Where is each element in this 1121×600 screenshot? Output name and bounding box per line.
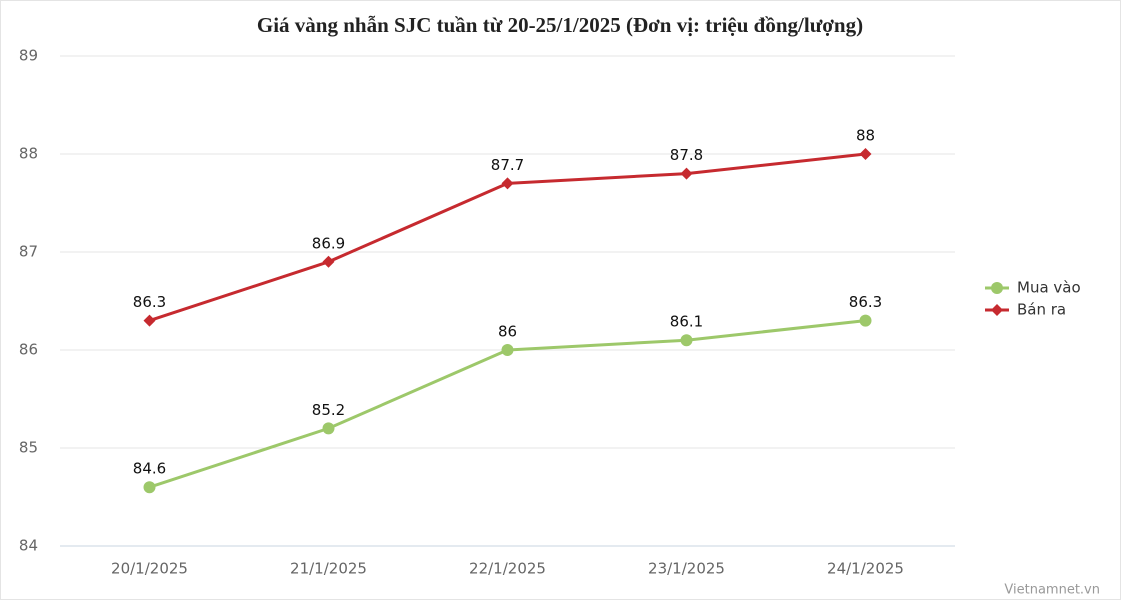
point [501, 344, 514, 356]
x-tick-label: 23/1/2025 [648, 560, 725, 578]
x-tick-label: 22/1/2025 [469, 560, 546, 578]
legend-label: Mua vào [1017, 279, 1081, 297]
point [680, 334, 693, 347]
chart-title: Giá vàng nhẫn SJC tuần từ 20-25/1/2025 (… [257, 13, 863, 37]
data-label: 85.2 [312, 401, 345, 419]
point [859, 314, 872, 327]
point [991, 304, 1003, 316]
y-tick-label: 84 [19, 537, 38, 555]
data-label: 88 [856, 127, 875, 145]
point [991, 282, 1003, 294]
data-label: 87.7 [491, 156, 524, 174]
x-tick-label: 20/1/2025 [111, 560, 188, 578]
y-tick-label: 89 [19, 47, 38, 65]
credit: Vietnamnet.vn [1004, 583, 1100, 598]
point [322, 422, 335, 435]
data-label: 86 [498, 323, 517, 341]
data-label: 86.3 [849, 293, 882, 311]
point [680, 167, 693, 180]
y-tick-label: 88 [19, 145, 38, 163]
point [143, 481, 156, 494]
data-label: 86.3 [133, 293, 166, 311]
y-tick-label: 85 [19, 439, 38, 457]
point [143, 314, 156, 327]
x-tick-label: 24/1/2025 [827, 560, 904, 578]
data-label: 87.8 [670, 146, 703, 164]
legend-label: Bán ra [1017, 301, 1066, 319]
y-tick-label: 86 [19, 341, 38, 359]
y-tick-label: 87 [19, 243, 38, 261]
data-label: 86.1 [670, 313, 703, 331]
data-label: 86.9 [312, 234, 345, 252]
data-label: 84.6 [133, 460, 166, 478]
point [322, 255, 335, 268]
point [501, 177, 514, 190]
point [859, 148, 872, 160]
x-tick-label: 21/1/2025 [290, 560, 367, 578]
